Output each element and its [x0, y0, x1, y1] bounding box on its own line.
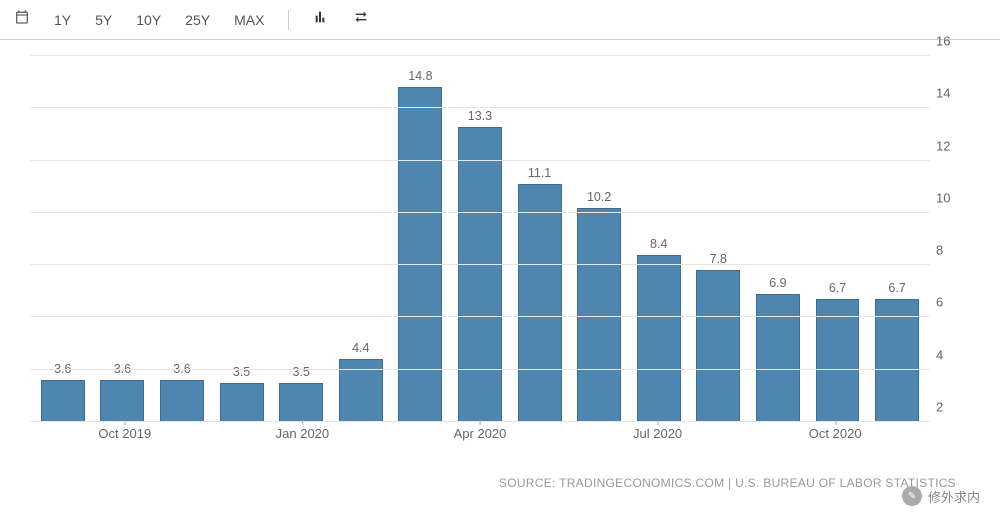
bar[interactable]: [518, 184, 562, 422]
plot-region: 3.63.63.63.53.54.414.813.311.110.28.47.8…: [30, 56, 930, 422]
bar[interactable]: [398, 87, 442, 422]
range-5y[interactable]: 5Y: [95, 12, 112, 28]
compare-icon[interactable]: [353, 9, 369, 30]
bar-column: 6.7: [870, 56, 924, 422]
y-tick-label: 8: [936, 243, 964, 258]
bar-column: 6.7: [811, 56, 865, 422]
bar-value-label: 3.5: [233, 365, 250, 379]
x-tick-label: Apr 2020: [454, 426, 507, 441]
range-10y[interactable]: 10Y: [136, 12, 161, 28]
bar-column: 3.5: [215, 56, 269, 422]
bar-value-label: 13.3: [468, 109, 492, 123]
bar-value-label: 6.9: [769, 276, 786, 290]
gridline: [30, 55, 930, 56]
calendar-icon[interactable]: [14, 9, 30, 30]
bars-container: 3.63.63.63.53.54.414.813.311.110.28.47.8…: [36, 56, 924, 422]
y-tick-label: 12: [936, 138, 964, 153]
bar-column: 3.6: [96, 56, 150, 422]
bar-column: 3.6: [155, 56, 209, 422]
bar-column: 11.1: [513, 56, 567, 422]
bar-column: 3.6: [36, 56, 90, 422]
gridline: [30, 264, 930, 265]
y-tick-label: 14: [936, 86, 964, 101]
bar-value-label: 10.2: [587, 190, 611, 204]
bar-column: 8.4: [632, 56, 686, 422]
bar[interactable]: [577, 208, 621, 422]
bar[interactable]: [100, 380, 144, 422]
x-tick-label: Jul 2020: [633, 426, 682, 441]
bar-column: 10.2: [572, 56, 626, 422]
x-tick-label: Jan 2020: [276, 426, 330, 441]
x-tick-label: Oct 2020: [809, 426, 862, 441]
bar-value-label: 6.7: [888, 281, 905, 295]
gridline: [30, 316, 930, 317]
bar-column: 6.9: [751, 56, 805, 422]
gridline: [30, 107, 930, 108]
bar-value-label: 6.7: [829, 281, 846, 295]
y-tick-label: 16: [936, 34, 964, 49]
bar[interactable]: [756, 294, 800, 422]
watermark-icon: ✎: [902, 486, 922, 506]
chart-toolbar: 1Y 5Y 10Y 25Y MAX: [0, 0, 1000, 40]
toolbar-divider: [288, 10, 289, 30]
bar[interactable]: [41, 380, 85, 422]
y-tick-label: 2: [936, 400, 964, 415]
bar-value-label: 11.1: [528, 166, 551, 180]
bar-column: 4.4: [334, 56, 388, 422]
x-tick-label: Oct 2019: [98, 426, 151, 441]
y-tick-label: 4: [936, 347, 964, 362]
bar-value-label: 14.8: [408, 69, 432, 83]
bar-column: 14.8: [394, 56, 448, 422]
source-attribution: SOURCE: TRADINGECONOMICS.COM | U.S. BURE…: [499, 476, 956, 490]
range-1y[interactable]: 1Y: [54, 12, 71, 28]
gridline: [30, 212, 930, 213]
x-axis: Oct 2019 Jan 2020 Apr 2020 Jul 2020 Oct 2020: [36, 424, 924, 444]
bar[interactable]: [816, 299, 860, 422]
bar[interactable]: [875, 299, 919, 422]
y-tick-label: 10: [936, 190, 964, 205]
bar[interactable]: [637, 255, 681, 422]
chart-area: 3.63.63.63.53.54.414.813.311.110.28.47.8…: [30, 56, 970, 462]
bar-value-label: 8.4: [650, 237, 667, 251]
watermark: ✎ 修外求内: [902, 486, 980, 506]
bar-value-label: 4.4: [352, 341, 369, 355]
chart-type-icon[interactable]: [313, 9, 329, 30]
gridline: [30, 369, 930, 370]
bar[interactable]: [279, 383, 323, 422]
gridline: [30, 160, 930, 161]
bar[interactable]: [696, 270, 740, 422]
range-max[interactable]: MAX: [234, 12, 264, 28]
bar[interactable]: [160, 380, 204, 422]
watermark-label: 修外求内: [928, 487, 980, 506]
bar-column: 7.8: [692, 56, 746, 422]
y-tick-label: 6: [936, 295, 964, 310]
range-25y[interactable]: 25Y: [185, 12, 210, 28]
bar[interactable]: [458, 127, 502, 422]
bar[interactable]: [220, 383, 264, 422]
bar-column: 13.3: [453, 56, 507, 422]
bar-value-label: 3.5: [292, 365, 309, 379]
bar-column: 3.5: [274, 56, 328, 422]
